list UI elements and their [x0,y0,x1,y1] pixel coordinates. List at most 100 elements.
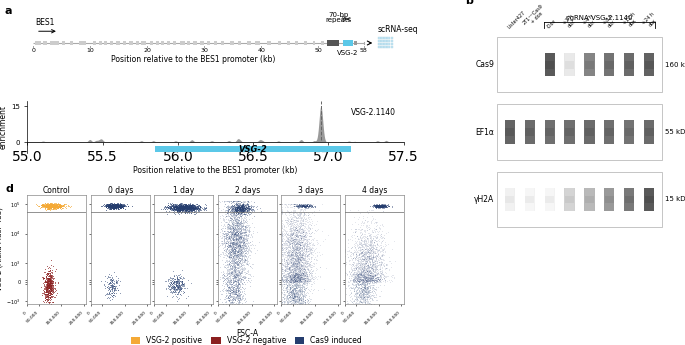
Point [230,210,241,216]
Point [368,253,379,259]
Point [236,291,247,297]
Point [199,205,210,210]
Point [190,206,201,211]
Point [47,292,58,297]
Point [164,287,175,292]
Point [291,203,302,208]
Point [355,285,366,291]
Point [370,250,381,256]
Point [288,224,299,229]
Point [357,255,368,261]
Point [43,205,54,210]
Point [372,263,383,269]
Point [277,270,288,276]
Point [305,215,316,220]
Point [193,202,204,208]
Point [364,296,375,301]
Point [350,262,361,268]
Point [221,233,232,238]
Point [230,230,241,236]
Point [247,234,258,239]
Point [43,284,54,289]
Point [288,231,299,237]
Point [227,204,238,209]
Point [38,275,49,281]
Point [236,273,247,279]
Point [103,285,114,291]
Point [280,234,291,239]
Point [366,240,377,246]
Point [182,205,193,211]
Point [108,203,119,209]
Point [51,201,62,207]
Point [284,279,295,285]
Point [227,199,238,205]
Point [362,268,373,274]
Point [287,306,298,312]
Point [298,225,309,230]
Point [188,205,199,211]
Point [48,204,59,210]
Point [46,282,57,287]
Point [245,211,256,216]
Point [182,206,192,211]
Point [108,201,119,207]
Point [378,263,389,268]
Point [364,278,375,284]
Point [236,293,247,298]
Point [351,261,362,266]
Point [43,205,54,210]
Point [279,249,290,255]
Point [235,210,246,216]
Point [47,201,58,207]
Point [361,256,372,261]
Point [292,221,303,227]
Point [230,265,241,270]
Point [106,203,117,209]
Point [292,272,303,278]
Point [181,205,192,210]
Point [352,274,363,279]
Point [229,235,240,241]
Point [42,298,53,303]
Point [282,286,293,292]
Point [295,275,306,280]
Point [356,250,367,256]
Point [286,268,297,273]
Point [370,243,381,248]
Point [167,204,178,210]
Point [251,203,262,209]
Point [349,271,360,277]
Point [291,289,302,295]
Point [296,276,307,282]
Point [234,258,245,263]
Point [229,295,240,300]
Point [303,241,314,247]
Point [234,274,245,279]
Point [229,259,240,265]
Point [377,246,388,251]
Point [377,203,388,208]
Point [44,294,55,299]
Point [373,248,384,253]
Point [108,276,119,282]
Point [349,298,360,303]
Point [182,206,193,211]
Point [290,201,301,207]
Point [371,280,382,286]
Point [186,206,197,211]
Point [233,262,244,267]
Point [283,201,294,207]
Point [37,205,48,210]
Point [245,206,256,211]
Point [45,204,55,210]
Point [46,204,57,210]
Point [359,227,370,233]
Point [223,209,234,215]
Point [227,302,238,307]
Point [188,203,199,208]
Point [297,238,308,243]
Point [294,203,305,208]
Point [369,272,380,278]
Point [236,234,247,239]
